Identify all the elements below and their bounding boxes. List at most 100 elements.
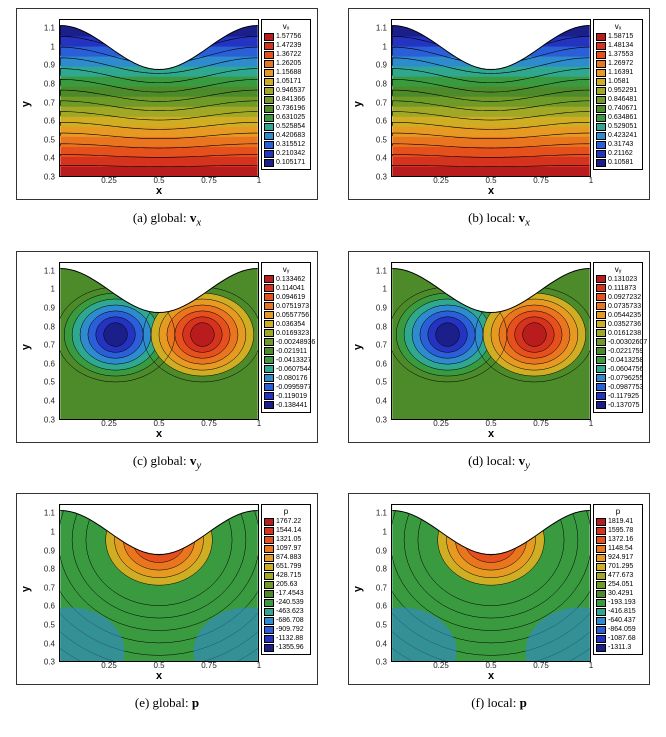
legend-row: -0.0221759 <box>596 347 640 356</box>
legend-row: 1.26205 <box>264 59 308 68</box>
legend-swatch <box>596 293 606 301</box>
legend-swatch <box>264 365 274 373</box>
legend-swatch <box>264 114 274 122</box>
y-tick: 1.1 <box>376 266 387 275</box>
legend-value: 0.0751973 <box>276 303 309 310</box>
y-tick: 0.3 <box>44 415 55 424</box>
legend-value: 0.10581 <box>608 159 633 166</box>
legend-value: -0.0413327 <box>276 357 311 364</box>
legend-swatch <box>596 275 606 283</box>
legend-swatch <box>596 401 606 409</box>
legend-value: -1087.68 <box>608 635 636 642</box>
legend: vₓ1.587151.481341.375531.269721.163911.0… <box>593 19 643 170</box>
legend-value: -0.0221759 <box>608 348 643 355</box>
legend-row: 0.315512 <box>264 140 308 149</box>
legend-value: 0.0544235 <box>608 312 641 319</box>
legend-row: 651.799 <box>264 562 308 571</box>
legend-value: 924.917 <box>608 554 633 561</box>
legend-row: 0.420683 <box>264 131 308 140</box>
legend-row: 0.423241 <box>596 131 640 140</box>
legend-value: 0.736196 <box>276 105 305 112</box>
legend-row: 0.036354 <box>264 320 308 329</box>
legend-value: 874.883 <box>276 554 301 561</box>
y-tick: 0.8 <box>376 565 387 574</box>
legend-row: -0.00248936 <box>264 338 308 347</box>
legend-row: 0.634861 <box>596 113 640 122</box>
legend-value: 1.57756 <box>276 33 301 40</box>
legend-value: 0.525854 <box>276 123 305 130</box>
legend-swatch <box>596 545 606 553</box>
legend-row: -1132.88 <box>264 634 308 643</box>
y-tick: 0.5 <box>44 621 55 630</box>
legend-row: -0.080176 <box>264 374 308 383</box>
legend-swatch <box>264 141 274 149</box>
legend-row: 1321.05 <box>264 535 308 544</box>
legend-value: -1311.3 <box>608 644 631 651</box>
legend-value: -686.708 <box>276 617 304 624</box>
legend-value: 477.673 <box>608 572 633 579</box>
y-tick: 1 <box>51 42 55 51</box>
legend-swatch <box>596 150 606 158</box>
y-tick: 0.5 <box>44 135 55 144</box>
legend-swatch <box>264 347 274 355</box>
x-tick: 0.25 <box>433 419 449 428</box>
legend: vᵧ0.1310230.1118730.09272320.07357330.05… <box>593 262 643 413</box>
legend-row: 1.37553 <box>596 50 640 59</box>
y-ticks: 0.30.40.50.60.70.80.911.1 <box>31 504 57 662</box>
chart-box: yx0.30.40.50.60.70.80.911.10.250.50.751v… <box>16 251 318 443</box>
legend: p1819.411595.781372.161148.54924.917701.… <box>593 504 643 655</box>
legend-value: -0.137075 <box>608 402 640 409</box>
legend-title: vₓ <box>264 22 308 31</box>
y-tick: 1.1 <box>376 509 387 518</box>
x-tick: 1 <box>589 661 593 670</box>
x-tick: 1 <box>589 176 593 185</box>
x-tick: 0.75 <box>533 661 549 670</box>
legend-value: 1.58715 <box>608 33 633 40</box>
legend-swatch <box>264 617 274 625</box>
legend-row: 1819.41 <box>596 517 640 526</box>
legend-swatch <box>596 123 606 131</box>
x-tick: 0.75 <box>201 419 217 428</box>
legend-value: 0.105171 <box>276 159 305 166</box>
x-ticks: 0.250.50.751 <box>59 419 259 429</box>
legend-value: 0.0927232 <box>608 294 641 301</box>
legend-row: 0.131023 <box>596 275 640 284</box>
panel-d: yx0.30.40.50.60.70.80.911.10.250.50.751v… <box>338 251 660 490</box>
legend-swatch <box>596 60 606 68</box>
legend-row: -0.0995977 <box>264 383 308 392</box>
legend-row: 1.57756 <box>264 32 308 41</box>
legend-row: -0.119019 <box>264 392 308 401</box>
legend-swatch <box>596 114 606 122</box>
legend-title: vᵧ <box>264 265 308 274</box>
legend-value: -0.0413258 <box>608 357 643 364</box>
chart-box: yx0.30.40.50.60.70.80.911.10.250.50.751v… <box>348 251 650 443</box>
plot-area <box>391 19 591 177</box>
legend-swatch <box>264 518 274 526</box>
legend-value: 1148.54 <box>608 545 633 552</box>
y-tick: 0.6 <box>44 602 55 611</box>
legend-swatch <box>264 311 274 319</box>
legend-value: 1.36722 <box>276 51 301 58</box>
y-tick: 0.3 <box>376 173 387 182</box>
x-tick: 0.5 <box>485 419 496 428</box>
x-tick: 0.25 <box>433 661 449 670</box>
legend-value: 0.114041 <box>276 285 305 292</box>
x-tick: 0.75 <box>201 661 217 670</box>
legend-swatch <box>264 87 274 95</box>
legend-swatch <box>596 536 606 544</box>
x-tick: 0.75 <box>201 176 217 185</box>
y-ticks: 0.30.40.50.60.70.80.911.1 <box>31 262 57 420</box>
legend-row: 0.0161238 <box>596 329 640 338</box>
panel-a: yx0.30.40.50.60.70.80.911.10.250.50.751v… <box>6 8 328 247</box>
legend-swatch <box>264 338 274 346</box>
x-tick: 1 <box>257 661 261 670</box>
legend-value: 30.4291 <box>608 590 633 597</box>
y-tick: 0.6 <box>376 117 387 126</box>
legend-row: 1.48134 <box>596 41 640 50</box>
legend-row: 0.0544235 <box>596 311 640 320</box>
legend-swatch <box>596 374 606 382</box>
panel-e: yx0.30.40.50.60.70.80.911.10.250.50.751p… <box>6 493 328 729</box>
legend-value: 1767.22 <box>276 518 301 525</box>
legend-swatch <box>596 33 606 41</box>
plot-area <box>59 262 259 420</box>
